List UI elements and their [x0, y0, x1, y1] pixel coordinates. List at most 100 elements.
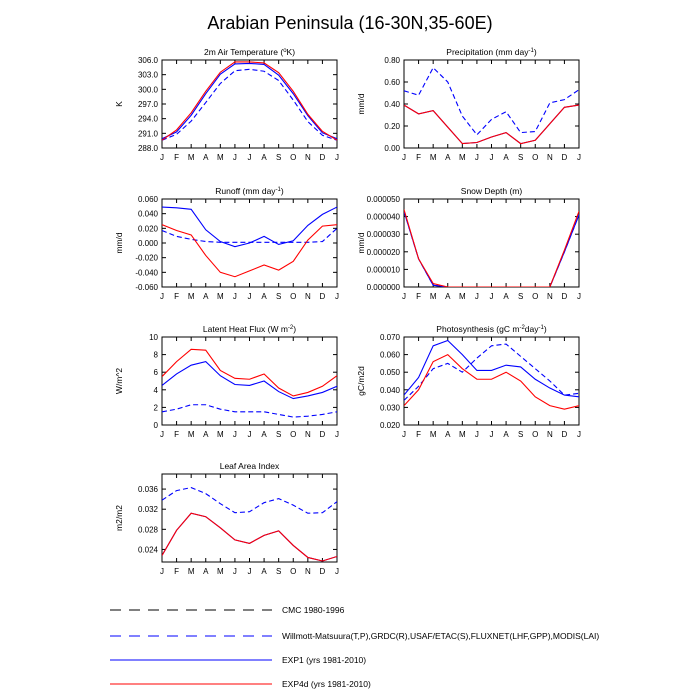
panel-title: Photosynthesis (gC m-2day-1): [436, 324, 547, 334]
panel-title: Leaf Area Index: [220, 461, 280, 471]
x-tick-label: M: [459, 153, 466, 162]
y-tick-label: 0.070: [380, 333, 401, 342]
x-tick-label: M: [217, 567, 224, 576]
x-tick-label: A: [503, 292, 509, 301]
series-line-exp4d: [162, 224, 337, 278]
x-tick-label: M: [217, 430, 224, 439]
plot-frame: [161, 59, 338, 149]
panels: 2m Air Temperature (oK) 288.0 291.0 294.0 29…: [114, 47, 581, 576]
y-tick-label: 300.0: [138, 85, 159, 94]
x-tick-label: F: [174, 153, 179, 162]
x-tick-label: M: [217, 292, 224, 301]
y-tick-label: 0.000010: [367, 265, 401, 274]
x-tick-label: A: [203, 567, 209, 576]
y-tick-label: 4: [154, 386, 159, 395]
y-tick-label: 0.030: [380, 403, 401, 412]
x-tick-label: O: [290, 567, 296, 576]
x-tick-label: N: [305, 292, 311, 301]
series-line-exp1: [162, 206, 337, 248]
x-tick-label: D: [562, 292, 568, 301]
y-tick-label: 0.050: [380, 368, 401, 377]
x-tick-label: J: [475, 430, 479, 439]
x-tick-label: A: [503, 153, 509, 162]
x-tick-label: J: [335, 292, 339, 301]
x-tick-label: A: [261, 292, 267, 301]
y-tick-label: 0.000: [138, 239, 159, 248]
y-tick-label: 0.060: [138, 195, 159, 204]
x-tick-label: J: [490, 292, 494, 301]
x-tick-label: F: [416, 292, 421, 301]
y-tick-label: 0.000050: [367, 195, 401, 204]
x-tick-label: D: [320, 430, 326, 439]
x-tick-label: J: [160, 430, 164, 439]
y-tick-label: 0.020: [138, 224, 159, 233]
y-axis-label: mm/d: [356, 93, 366, 115]
y-tick-label: 0.000030: [367, 230, 401, 239]
panel-runoff: Runoff (mm day-1) -0.060 -0.040 -0.020 0.000…: [114, 186, 339, 301]
y-tick-label: 0.000040: [367, 213, 401, 222]
series-line-willmott-matsuura: [404, 66, 579, 136]
x-tick-label: J: [577, 292, 581, 301]
x-tick-label: J: [233, 153, 237, 162]
x-tick-label: D: [320, 567, 326, 576]
x-tick-label: J: [248, 430, 252, 439]
series-line-fluxnet: [404, 343, 579, 401]
panel-title: 2m Air Temperature (oK): [204, 47, 295, 57]
series-line-exp4d: [404, 209, 579, 287]
x-tick-label: M: [188, 567, 195, 576]
y-axis-label: mm/d: [114, 232, 124, 254]
series-line-exp4d: [162, 348, 337, 397]
x-tick-label: O: [290, 430, 296, 439]
x-tick-label: F: [416, 153, 421, 162]
x-tick-label: M: [217, 153, 224, 162]
panel-title: Snow Depth (m): [461, 186, 523, 196]
legend-label-exp4d: EXP4d (yrs 1981-2010): [282, 679, 371, 689]
y-tick-label: 291.0: [138, 129, 159, 138]
x-tick-label: O: [290, 292, 296, 301]
y-tick-label: 0.060: [380, 351, 401, 360]
x-tick-label: F: [174, 567, 179, 576]
y-tick-label: 0.036: [138, 485, 159, 494]
x-tick-label: A: [445, 430, 451, 439]
x-tick-label: D: [320, 153, 326, 162]
x-tick-label: F: [174, 292, 179, 301]
y-tick-label: 0.60: [384, 78, 400, 87]
x-tick-label: N: [547, 153, 553, 162]
x-tick-label: J: [248, 567, 252, 576]
x-tick-label: J: [402, 292, 406, 301]
y-tick-label: 0.40: [384, 100, 400, 109]
series-line-exp1: [162, 62, 337, 140]
x-tick-label: D: [562, 430, 568, 439]
y-tick-label: 0.032: [138, 505, 159, 514]
x-tick-label: J: [475, 153, 479, 162]
x-tick-label: J: [490, 430, 494, 439]
x-tick-label: M: [430, 153, 437, 162]
x-tick-label: J: [160, 153, 164, 162]
panel-title: Precipitation (mm day-1): [446, 47, 537, 57]
legend: CMC 1980-1996 Willmott-Matsuura(T,P),GRDC…: [110, 605, 599, 689]
x-tick-label: M: [459, 292, 466, 301]
x-tick-label: S: [276, 567, 281, 576]
y-tick-label: -0.060: [135, 283, 158, 292]
x-tick-label: O: [532, 292, 538, 301]
y-tick-label: 306.0: [138, 56, 159, 65]
series-line-exp4d: [404, 104, 579, 145]
x-tick-label: J: [490, 153, 494, 162]
plot-frame: [403, 336, 580, 426]
panel-snow: Snow Depth (m) 0.000000 0.000010 0.000020 0.…: [356, 186, 581, 301]
y-tick-label: 288.0: [138, 144, 159, 153]
y-tick-label: 0.000000: [367, 283, 401, 292]
x-tick-label: J: [233, 567, 237, 576]
y-tick-label: 0.20: [384, 122, 400, 131]
y-axis-label: W/m^2: [114, 368, 124, 394]
y-tick-label: 297.0: [138, 100, 159, 109]
x-tick-label: A: [261, 567, 267, 576]
series-line-fluxnet: [162, 404, 337, 418]
legend-label-obs: Willmott-Matsuura(T,P),GRDC(R),USAF/ETAC…: [282, 631, 599, 641]
y-tick-label: 294.0: [138, 115, 159, 124]
x-tick-label: M: [430, 292, 437, 301]
legend-label-cmc: CMC 1980-1996: [282, 605, 345, 615]
